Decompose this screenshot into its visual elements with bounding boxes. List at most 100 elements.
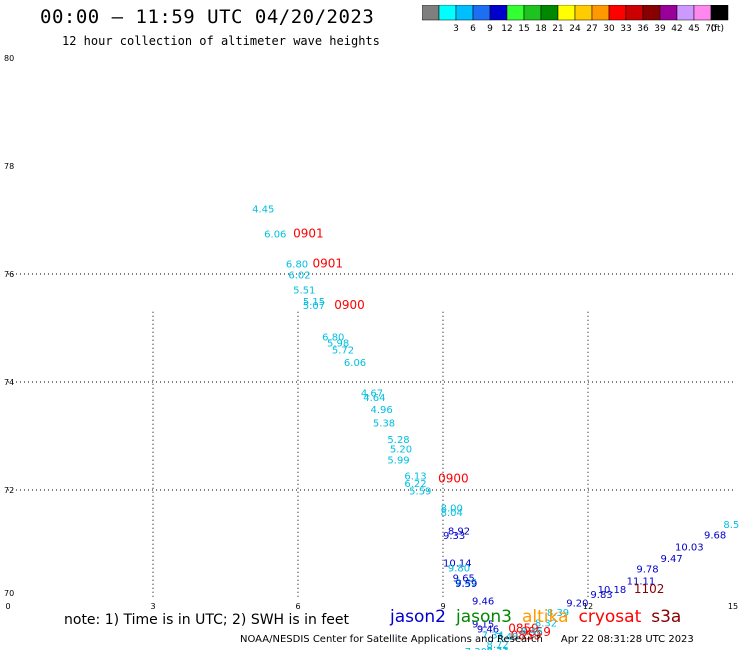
longitude-label: 0 (5, 602, 10, 611)
wave-height-value: 5.98 (327, 338, 349, 349)
wave-height-value: 5.59 (409, 486, 431, 497)
wave-height-value: 8.72 (487, 640, 509, 650)
credit-line: NOAA/NESDIS Center for Satellite Applica… (240, 634, 694, 645)
wave-height-value: 9.20 (566, 599, 588, 610)
colorbar-tick-label: 24 (569, 24, 581, 34)
wave-height-value: 9.33 (443, 531, 465, 542)
longitude-label: 9 (440, 602, 445, 611)
wave-height-value: 7.48 (496, 632, 518, 643)
pass-time-label: 0901 (313, 257, 344, 271)
wave-height-value: 6.06 (264, 229, 286, 240)
wave-height-value: 7.34 (482, 631, 504, 642)
colorbar-tick-label: 42 (671, 24, 682, 34)
colorbar-tick-label: 15 (518, 24, 529, 34)
wave-height-value: 9.45 (455, 578, 477, 589)
wave-height-value: 6.22 (404, 479, 426, 490)
wave-height-value: 5.51 (293, 285, 315, 296)
colorbar-tick-label: 33 (620, 24, 631, 34)
wave-height-value: 5.72 (332, 345, 354, 356)
colorbar-unit: (ft) (710, 24, 724, 34)
legend-jason2: jason2 (390, 607, 446, 627)
wave-height-value: 9.46 (477, 625, 499, 636)
satellite-legend: jason2 jason3 altika cryosat s3a (390, 607, 691, 627)
wave-height-colorbar: 3 6 9 12 15 18 21 24 27 30 33 36 39 42 45 70(ft) (422, 5, 729, 34)
wave-height-value: 8.32 (535, 619, 557, 630)
wave-height-value: 8.46 (520, 627, 542, 638)
wave-height-value: 8.00 (441, 504, 463, 515)
pass-time-label: 1102 (634, 582, 665, 596)
legend-altika: altika (522, 607, 569, 627)
map-title: 00:00 – 11:59 UTC 04/20/2023 (40, 6, 375, 28)
wave-height-value: 10.03 (675, 542, 704, 553)
wave-height-value: 8.92 (448, 526, 470, 537)
latitude-label: 74 (4, 378, 14, 387)
footer-note: note: 1) Time is in UTC; 2) SWH is in fe… (64, 612, 350, 628)
longitude-label: 12 (583, 602, 593, 611)
colorbar-tick-label: 3 (453, 24, 459, 34)
wave-height-value: 5.38 (373, 418, 395, 429)
wave-height-value: 9.47 (661, 554, 683, 565)
legend-jason3: jason3 (456, 607, 512, 627)
wave-height-value: 5.28 (387, 435, 409, 446)
wave-height-value: 10.14 (443, 559, 472, 570)
colorbar-tick-label: 36 (637, 24, 649, 34)
wave-height-value: 4.96 (371, 405, 393, 416)
colorbar-tick-label: 6 (470, 24, 476, 34)
map-subtitle: 12 hour collection of altimeter wave hei… (62, 34, 380, 48)
wave-height-value: 9.65 (453, 573, 475, 584)
colorbar-tick-label: 45 (688, 24, 699, 34)
latitude-label: 70 (4, 589, 14, 598)
wave-height-value: 9.15 (472, 620, 494, 631)
wave-height-value: 10.18 (598, 585, 627, 596)
colorbar-tick-label: 39 (654, 24, 666, 34)
wave-height-value: 9.59 (455, 579, 477, 590)
longitude-label: 15 (728, 602, 738, 611)
wave-height-value: 8.5 (723, 520, 739, 531)
wave-height-value: 5.07 (303, 301, 325, 312)
colorbar-tick-label: 30 (603, 24, 615, 34)
credit-timestamp: Apr 22 08:31:28 UTC 2023 (560, 634, 694, 645)
wave-height-value: 6.80 (322, 332, 344, 343)
wave-height-value: 9.80 (448, 564, 470, 575)
wave-height-value: 9.68 (704, 531, 726, 542)
pass-time-label: 0901 (293, 226, 324, 240)
wave-height-value: 8.71 (487, 646, 509, 650)
pass-time-label: 0859 (511, 629, 542, 643)
wave-height-value: 9.78 (636, 565, 658, 576)
latitude-label: 72 (4, 486, 14, 495)
latitude-label: 80 (4, 54, 14, 63)
pass-time-label: 0900 (334, 298, 365, 312)
wave-height-value: 8.37 (487, 647, 509, 650)
wave-height-value: 6.02 (288, 270, 310, 281)
wave-height-value: 5.20 (390, 445, 412, 456)
wave-height-value: 5.15 (303, 297, 325, 308)
latitude-label: 78 (4, 162, 14, 171)
wave-height-value: 6.06 (344, 358, 366, 369)
wave-height-value: 4.45 (252, 204, 274, 215)
pass-time-label: 0900 (438, 471, 469, 485)
latitude-label: 76 (4, 270, 14, 279)
legend-cryosat: cryosat (578, 607, 642, 627)
pass-time-label: 0859 (520, 625, 551, 639)
wave-height-value: 9.46 (472, 596, 494, 607)
longitude-label: 3 (150, 602, 155, 611)
wave-height-value: 5.99 (387, 456, 409, 467)
wave-height-value: 4.67 (361, 389, 383, 400)
colorbar-tick-label: 21 (552, 24, 563, 34)
credit-text: NOAA/NESDIS Center for Satellite Applica… (240, 634, 543, 645)
wave-height-value: 8.39 (547, 608, 569, 619)
wave-height-value: 7.30 (465, 647, 487, 650)
longitude-label: 6 (295, 602, 300, 611)
legend-s3a: s3a (651, 607, 682, 627)
colorbar-tick-label: 9 (487, 24, 493, 34)
colorbar-swatch (710, 5, 729, 21)
wave-height-value: 6.80 (286, 260, 308, 271)
wave-height-value: 8.04 (441, 508, 463, 519)
wave-height-value: 4.64 (363, 393, 385, 404)
colorbar-tick-label: 27 (586, 24, 597, 34)
wave-height-value: 9.83 (590, 590, 612, 601)
colorbar-tick-label: 12 (501, 24, 512, 34)
wave-height-value: 6.13 (404, 472, 426, 483)
wave-height-value: 11.11 (627, 577, 656, 588)
